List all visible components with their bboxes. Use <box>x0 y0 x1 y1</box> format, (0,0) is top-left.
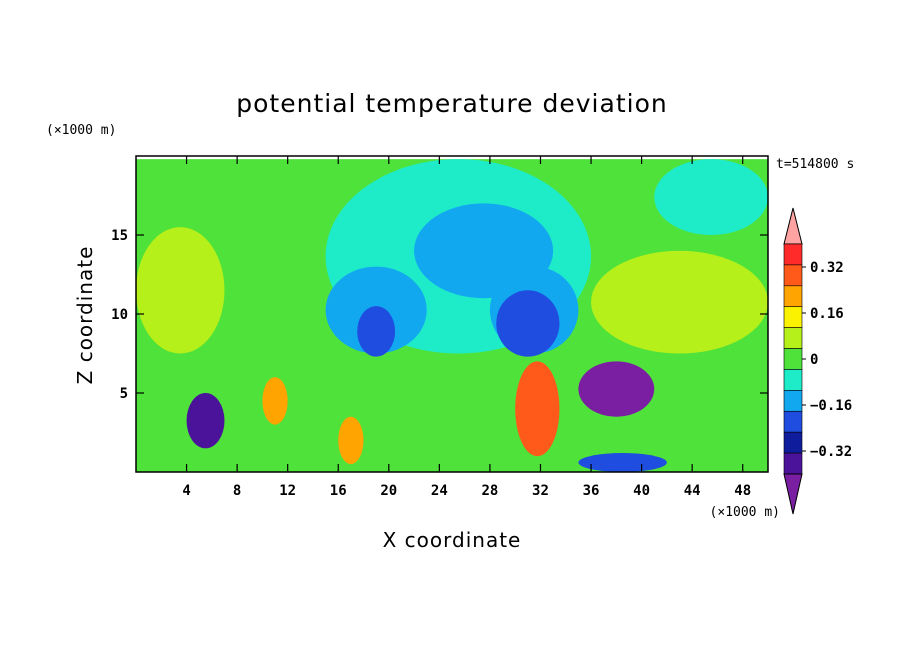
contour-region <box>515 361 560 457</box>
colorbar-box <box>783 369 803 391</box>
x-tick-label: 4 <box>182 483 190 499</box>
colorbar-box <box>783 243 803 266</box>
colorbar: 0.32 0.16 0 −0.16 −0.32 <box>783 207 852 515</box>
x-tick-label: 32 <box>532 483 549 499</box>
colorbar-tick-label: 0.32 <box>810 260 844 276</box>
colorbar-box <box>783 306 803 328</box>
y-unit-label: (×1000 m) <box>46 123 116 138</box>
x-tick-label: 20 <box>380 483 397 499</box>
x-tick-label: 36 <box>583 483 600 499</box>
x-tick-label: 44 <box>684 483 701 499</box>
contour-region <box>357 306 396 357</box>
x-tick-label: 8 <box>233 483 241 499</box>
colorbar-box <box>783 285 803 308</box>
colorbar-box <box>783 410 803 433</box>
x-axis-label: X coordinate <box>383 528 522 552</box>
x-tick-label: 24 <box>431 483 448 499</box>
colorbar-box <box>783 348 803 370</box>
contour-region <box>338 416 364 465</box>
contour-region <box>591 250 768 354</box>
x-tick-label: 40 <box>633 483 650 499</box>
contour-region <box>186 393 225 449</box>
y-axis-label: Z coordinate <box>73 246 97 385</box>
y-tick-label: 5 <box>120 386 128 402</box>
colorbar-max-arrow <box>783 207 803 245</box>
colorbar-tick-label: 0.16 <box>810 306 844 322</box>
colorbar-box <box>783 452 803 475</box>
contour-region <box>262 377 288 425</box>
colorbar-tick-label: −0.32 <box>810 444 852 460</box>
x-tick-label: 28 <box>481 483 498 499</box>
colorbar-box <box>783 431 803 454</box>
colorbar-tick-label: 0 <box>810 352 818 368</box>
colorbar-tick-label: −0.16 <box>810 398 852 414</box>
y-axis: 5 10 15 <box>111 228 768 402</box>
y-tick-label: 10 <box>111 307 128 323</box>
colorbar-box <box>783 390 803 412</box>
x-tick-label: 16 <box>330 483 347 499</box>
x-tick-label: 48 <box>734 483 751 499</box>
contour-region <box>578 361 655 417</box>
contour-region <box>496 290 560 357</box>
y-tick-label: 15 <box>111 228 128 244</box>
x-axis: 4 8 12 16 20 24 28 32 36 40 44 48 <box>182 156 751 499</box>
contour-field <box>136 159 768 472</box>
time-label: t=514800 s <box>776 157 854 172</box>
colorbar-box <box>783 327 803 349</box>
contour-region <box>578 453 667 472</box>
contour-region <box>136 227 225 354</box>
colorbar-box <box>783 264 803 287</box>
colorbar-min-arrow <box>783 473 803 515</box>
x-tick-label: 12 <box>279 483 296 499</box>
contour-region <box>654 159 768 235</box>
x-unit-label: (×1000 m) <box>710 505 780 520</box>
chart-title: potential temperature deviation <box>236 89 667 118</box>
